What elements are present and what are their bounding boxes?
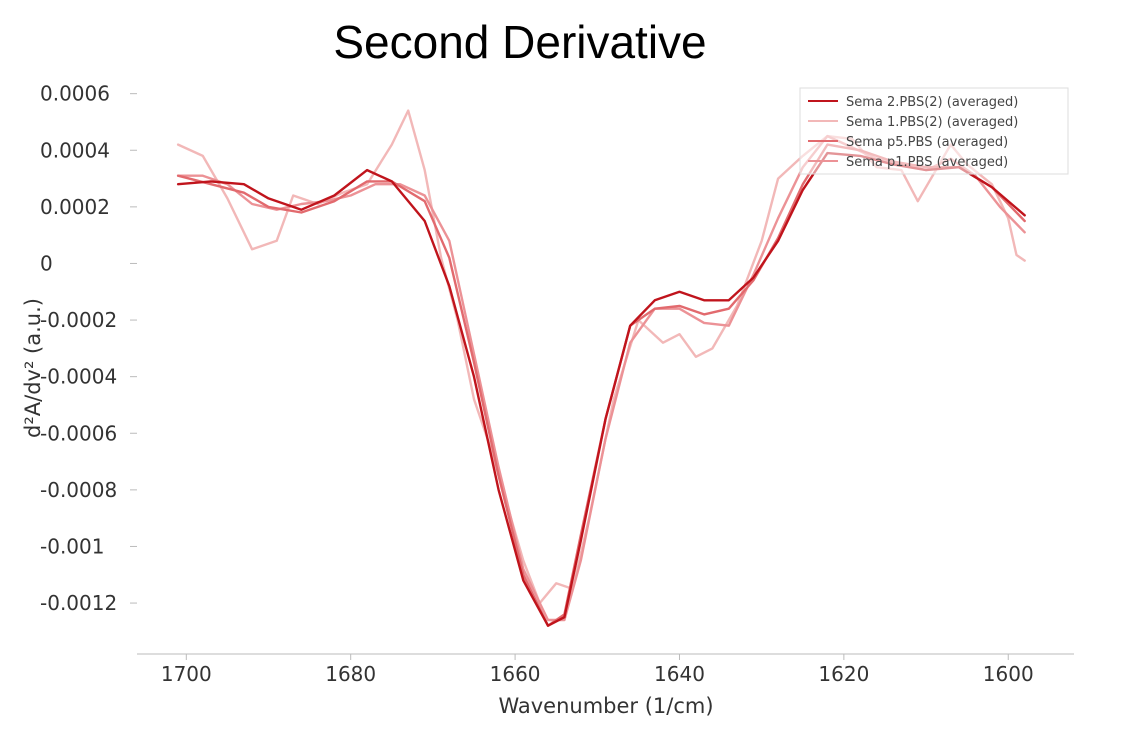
legend-box xyxy=(799,87,1069,175)
series-line-1 xyxy=(176,109,1026,605)
x-tick-label: 1640 xyxy=(654,662,705,686)
y-tick-label: 0.0006 xyxy=(40,82,110,106)
y-tick-label: 0.0002 xyxy=(40,195,110,219)
y-tick-label: -0.001 xyxy=(40,534,104,558)
y-tick-label: 0.0004 xyxy=(40,138,110,162)
y-tick-label: -0.0004 xyxy=(40,365,117,389)
x-axis-label: Wavenumber (1/cm) xyxy=(498,694,713,718)
y-axis-ticks: 0.0006 0.0004 0.0002 0 -0.0002 -0.0004 -0.0006… xyxy=(40,82,137,615)
legend-label: Sema p5.PBS (averaged) xyxy=(846,135,1008,150)
legend-label: Sema p1.PBS (averaged) xyxy=(846,155,1008,170)
x-tick-label: 1680 xyxy=(325,662,376,686)
x-tick-label: 1660 xyxy=(490,662,541,686)
x-axis-ticks: 1700 1680 1660 1640 1620 1600 xyxy=(161,654,1034,686)
legend-label: Sema 2.PBS(2) (averaged) xyxy=(846,95,1018,110)
x-tick-label: 1600 xyxy=(983,662,1034,686)
y-tick-label: -0.0002 xyxy=(40,308,117,332)
series-line-0 xyxy=(176,151,1026,627)
y-axis-label: d²A/dv² (a.u.) xyxy=(21,298,45,438)
legend-label: Sema 1.PBS(2) (averaged) xyxy=(846,115,1018,130)
legend: Sema 2.PBS(2) (averaged) Sema 1.PBS(2) (a… xyxy=(799,87,1069,175)
y-tick-label: -0.0008 xyxy=(40,478,117,502)
x-tick-label: 1620 xyxy=(818,662,869,686)
x-tick-label: 1700 xyxy=(161,662,212,686)
series-lines xyxy=(176,109,1026,627)
y-tick-label: -0.0012 xyxy=(40,591,117,615)
series-line-2 xyxy=(176,143,1026,627)
y-tick-label: -0.0006 xyxy=(40,421,117,445)
y-tick-label: 0 xyxy=(40,251,53,275)
chart-title: Second Derivative xyxy=(333,16,706,68)
